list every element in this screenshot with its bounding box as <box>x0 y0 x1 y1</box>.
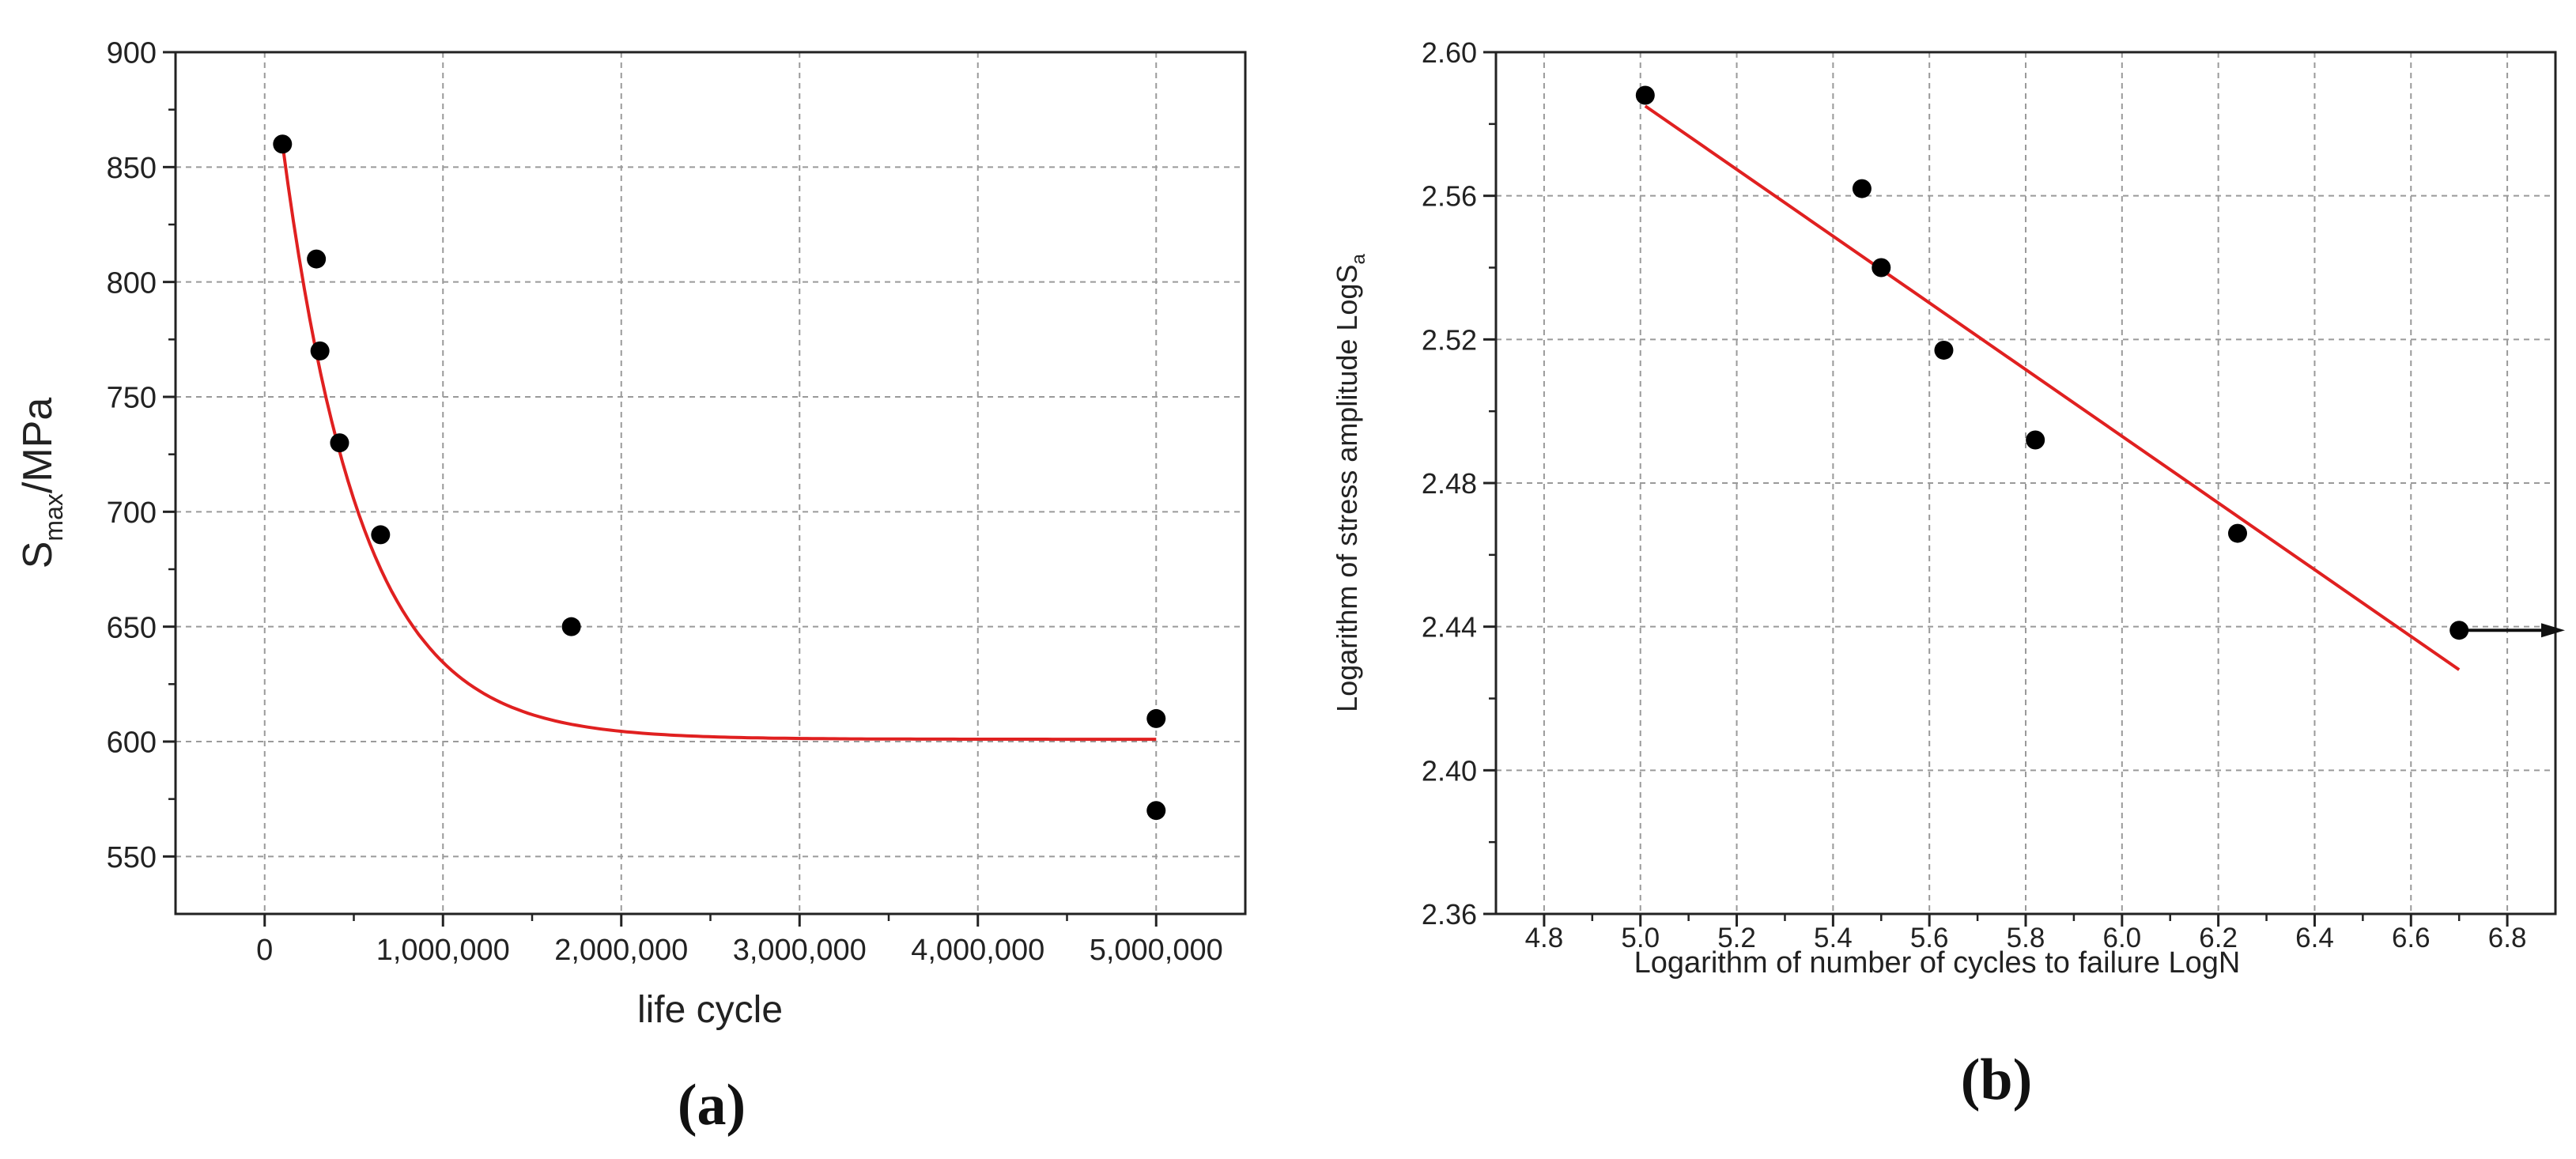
chart-a-x-axis-label: life cycle <box>637 989 783 1031</box>
chart-a-data-point <box>307 249 327 269</box>
chart-b-x-tick-label: 5.0 <box>1621 923 1660 953</box>
chart-b-data-point <box>1635 85 1655 105</box>
chart-b-y-tick-label: 2.40 <box>1422 754 1477 787</box>
chart-a-plot-frame <box>174 51 1247 915</box>
chart-a-data-point <box>330 433 349 453</box>
chart-b-x-axis-label: Logarithm of number of cycles to failure… <box>1634 946 2241 980</box>
chart-a-y-tick-label: 750 <box>107 382 157 415</box>
chart-a-y-tick-label: 850 <box>107 152 157 185</box>
chart-b-x-tick-label: 6.6 <box>2392 923 2431 953</box>
chart-panel-b: 4.8 5.0 5.2 5.4 5.6 5.8 6.0 6.2 6.4 6.6 6.8 2.36 2.4… <box>1331 36 2565 1112</box>
chart-a-data-point <box>371 525 391 545</box>
chart-a-data-point <box>310 341 330 361</box>
chart-b-y-tick-label: 2.48 <box>1422 467 1477 500</box>
chart-b-x-tick-label: 5.8 <box>2007 923 2045 953</box>
chart-a-x-tick-label: 1,000,000 <box>376 934 510 967</box>
chart-a-x-tick-label: 0 <box>256 934 273 967</box>
chart-b-x-tick-label: 5.6 <box>1910 923 1949 953</box>
chart-a-y-label-main: S <box>15 542 61 569</box>
chart-a-y-tick-label: 900 <box>107 37 157 70</box>
chart-b-ticks: 4.8 5.0 5.2 5.4 5.6 5.8 6.0 6.2 6.4 6.6 6.8 2.36 2.4… <box>1422 36 2526 953</box>
chart-b-y-tick-label: 2.44 <box>1422 611 1477 644</box>
chart-b-y-tick-label: 2.56 <box>1422 180 1477 213</box>
chart-b-x-tick-label: 6.4 <box>2295 923 2334 953</box>
chart-b-y-label-main: Logarithm of stress amplitude LogS <box>1331 265 1363 712</box>
chart-a-fit-curve-group <box>281 144 1157 742</box>
chart-a-data-point <box>273 134 293 154</box>
chart-a-fit-curve <box>281 144 1157 742</box>
chart-panel-a: 0 1,000,000 2,000,000 3,000,000 4,000,000 5,0… <box>15 37 1247 1138</box>
chart-a-y-tick-label: 700 <box>107 496 157 530</box>
chart-a-ticks: 0 1,000,000 2,000,000 3,000,000 4,000,000 5,0… <box>107 37 1223 967</box>
chart-a-x-tick-label: 4,000,000 <box>911 934 1044 967</box>
chart-b-points <box>1635 85 2469 640</box>
chart-b-data-point <box>1934 340 1954 360</box>
chart-a-data-point <box>1146 708 1166 728</box>
chart-a-data-point <box>561 617 581 636</box>
chart-b-y-tick-label: 2.36 <box>1422 898 1477 931</box>
chart-a-data-point <box>1146 801 1166 821</box>
chart-a-x-tick-label: 2,000,000 <box>554 934 688 967</box>
chart-a-points <box>273 134 1166 821</box>
chart-b-fit-line-group <box>1644 104 2461 671</box>
chart-a-y-tick-label: 650 <box>107 611 157 644</box>
chart-b-fit-line <box>1644 104 2461 671</box>
chart-b-y-tick-label: 2.60 <box>1422 36 1477 69</box>
chart-b-data-point <box>2026 430 2045 450</box>
chart-b-data-point <box>1852 179 1872 198</box>
chart-b-data-point <box>2449 621 2469 640</box>
chart-a-y-label-sub: max <box>40 493 68 541</box>
chart-a-x-tick-label: 3,000,000 <box>733 934 867 967</box>
chart-b-y-label-sub: a <box>1348 254 1369 265</box>
chart-b-panel-label: (b) <box>1961 1048 2032 1112</box>
chart-b-runout-arrow-group <box>2459 623 2565 638</box>
chart-a-gridlines <box>176 52 1245 914</box>
chart-b-x-tick-label: 5.4 <box>1814 923 1853 953</box>
chart-a-y-axis-label: Smax/MPa <box>15 398 68 569</box>
chart-b-data-point <box>1872 258 1891 277</box>
chart-b-x-tick-label: 4.8 <box>1525 923 1564 953</box>
chart-b-x-tick-label: 6.2 <box>2199 923 2238 953</box>
chart-a-y-tick-label: 800 <box>107 266 157 300</box>
chart-b-y-axis-label: Logarithm of stress amplitude LogSa <box>1331 254 1369 712</box>
chart-b-y-tick-label: 2.52 <box>1422 323 1477 356</box>
chart-b-runout-arrow-head <box>2541 623 2565 638</box>
chart-a-panel-label: (a) <box>678 1073 746 1138</box>
chart-b-data-point <box>2228 523 2247 543</box>
chart-b-x-tick-label: 6.8 <box>2488 923 2527 953</box>
chart-b-x-tick-label: 5.2 <box>1717 923 1756 953</box>
chart-b-x-tick-label: 6.0 <box>2102 923 2141 953</box>
chart-a-x-tick-label: 5,000,000 <box>1090 934 1223 967</box>
chart-b-gridlines <box>1496 52 2555 914</box>
chart-a-y-label-tail: /MPa <box>15 398 61 493</box>
chart-a-y-tick-label: 600 <box>107 727 157 760</box>
chart-a-y-tick-label: 550 <box>107 841 157 874</box>
